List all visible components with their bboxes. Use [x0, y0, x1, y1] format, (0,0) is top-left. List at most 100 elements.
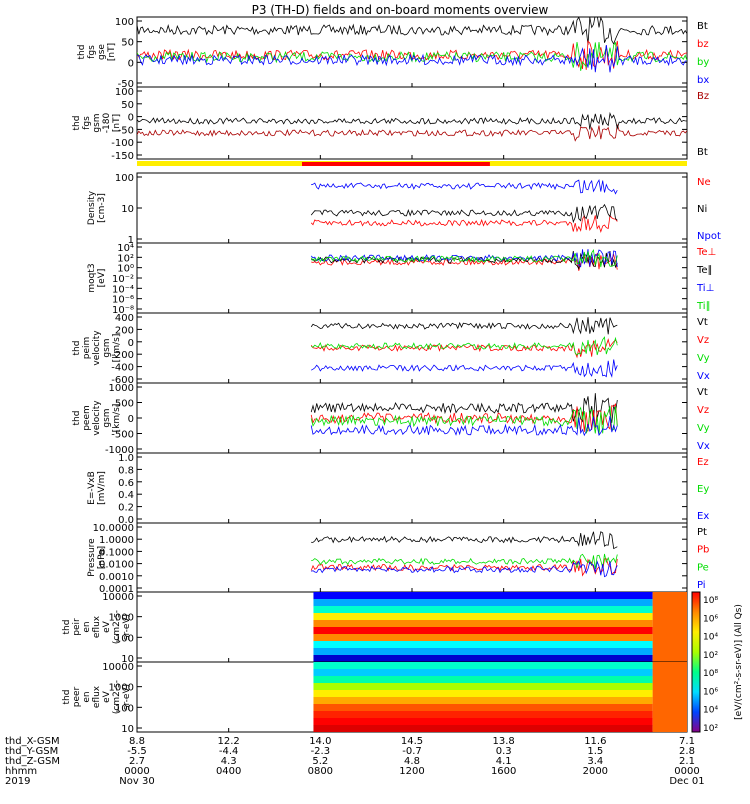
trace-Npot: [311, 179, 618, 195]
x-axis-value: 4.1: [496, 756, 512, 767]
trace-Pi: [311, 560, 618, 578]
spectrogram-band: [313, 711, 653, 719]
y-tick-label: 0: [128, 414, 134, 425]
x-axis-value: 13.8: [493, 736, 515, 747]
y-axis-label-line: (cm2-s-: [112, 680, 122, 714]
y-axis-label-line: gse: [97, 44, 107, 60]
y-tick-label: 10000: [102, 662, 134, 673]
legend-Bz: Bz: [697, 91, 709, 102]
x-axis-value: 1200: [399, 766, 424, 777]
spectrogram-band: [313, 634, 653, 642]
colorbar-tick: 10⁸: [703, 669, 718, 679]
panel-traces: [310, 393, 618, 437]
y-axis-label-line: peem: [82, 405, 92, 431]
trace-Ne: [310, 214, 618, 234]
y-tick-label: 1000: [109, 383, 134, 394]
y-tick-label: -1000: [105, 445, 134, 456]
spectrogram-band: [313, 627, 653, 635]
spectrogram-band: [313, 655, 653, 662]
x-axis-table: thd_X-GSM 8.8 12.2 14.0 14.5 13.8 11.6 7.1 thd_Y…: [5, 736, 705, 787]
legend-Ey: Ey: [697, 484, 709, 495]
spectrogram-band: [313, 599, 653, 607]
y-axis-label-line: gsm: [92, 113, 102, 132]
legend-Pt: Pt: [697, 527, 707, 538]
y-tick-label: 0.2: [118, 503, 134, 514]
x-axis-value: 0800: [308, 766, 333, 777]
y-tick-label: 10⁻⁴: [112, 284, 134, 295]
y-axis-label-line: velocity: [92, 400, 102, 436]
y-tick-label: 10⁻²: [112, 274, 134, 285]
y-tick-label: 100: [115, 703, 134, 714]
panel-frame: [136, 312, 688, 384]
y-tick-label: 0: [128, 338, 134, 349]
trace-Bt: [137, 17, 687, 45]
y-axis-label-line: sr-eV): [122, 614, 132, 640]
x-axis-row-label: 2019: [5, 776, 30, 787]
y-axis-label-line: [km/s]: [112, 334, 122, 363]
y-axis-label-line: eV: [102, 690, 112, 703]
trace-Vy: [310, 406, 618, 435]
x-axis-value: 12.2: [218, 736, 240, 747]
panel-7: E=-VxB [mV/m] 1.00.8 0.60.4 0.20.0 Ez Ey Ex: [87, 452, 709, 526]
y-axis-label-line: thd: [72, 411, 82, 426]
legend-Vx: Vx: [697, 371, 710, 382]
y-tick-label: -600: [111, 375, 134, 386]
x-axis-row-label: thd_Y-GSM: [5, 746, 58, 757]
y-tick-label: 100: [115, 87, 134, 98]
panel-6: thd peem velocity gsm [km/s] 1000 500 0 -500 -100…: [72, 382, 710, 456]
x-axis-value: 14.0: [309, 736, 331, 747]
plot-title: P3 (TH-D) fields and on-board moments ov…: [252, 3, 549, 17]
spectrogram-band: [313, 690, 653, 698]
x-axis-value: Nov 30: [119, 776, 154, 787]
panel-traces: [313, 662, 687, 732]
spectrogram-band: [313, 662, 653, 670]
trace-bx: [137, 45, 687, 73]
y-axis-label-line: fgs: [87, 45, 97, 59]
y-tick-label: 10⁰: [117, 264, 134, 275]
y-tick-label: 1.0: [118, 453, 134, 464]
y-axis-label-line: [nT]: [107, 43, 117, 61]
y-axis-label: thd peir en eflux eV (cm2-s-sr-eV): [62, 610, 132, 644]
x-axis-value: 2.1: [679, 756, 695, 767]
legend-Bt: Bt: [697, 21, 708, 32]
y-tick-label: 200: [115, 325, 134, 336]
panel-frame: [136, 522, 688, 593]
y-axis-label-line: thd: [77, 45, 87, 60]
colorbar-label: [eV/(cm²-s-sr-eV)] (All Qs): [734, 604, 744, 720]
trace-Vz: [310, 338, 618, 359]
x-axis-value: 5.2: [312, 756, 328, 767]
y-axis-label: thd peim velocity gsm [km/s]: [72, 330, 122, 366]
y-tick-label: 100: [115, 633, 134, 644]
colorbar-rect: [691, 591, 701, 733]
spectrogram-band: [313, 613, 653, 621]
trace-Bz: [137, 124, 687, 142]
trace-Bt: [137, 111, 687, 130]
y-tick-label: 10: [121, 204, 134, 215]
y-tick-label: 50: [121, 38, 134, 49]
y-tick-label: 1000: [109, 613, 134, 624]
legend-Te⊥: Te⊥: [696, 247, 716, 258]
trace-Vx: [311, 359, 618, 378]
trace-by: [137, 41, 687, 71]
x-axis-value: 2000: [583, 766, 608, 777]
legend-Ni: Ni: [697, 204, 707, 215]
y-axis-label-line: [nT]: [112, 114, 122, 132]
y-tick-label: -400: [111, 363, 134, 374]
legend-Ex: Ex: [697, 511, 709, 522]
y-axis-label-line: Density: [87, 190, 97, 225]
legend-Vx: Vx: [697, 441, 710, 452]
trace-Ni: [310, 203, 618, 224]
y-tick-label: 0.8: [118, 465, 134, 476]
y-axis-label-line: [mV/m]: [97, 471, 107, 505]
legend-Ti∥: Ti∥: [696, 301, 711, 312]
y-tick-label: 0.6: [118, 478, 134, 489]
y-axis-label-line: eflux: [92, 685, 102, 708]
y-tick-label: -100: [111, 138, 134, 149]
y-tick-label: 10.0000: [93, 523, 134, 534]
y-tick-label: 0: [128, 58, 134, 69]
spectrogram-tail: [652, 592, 687, 662]
trace-Vt: [310, 317, 618, 335]
spectrogram-tail: [652, 662, 687, 732]
